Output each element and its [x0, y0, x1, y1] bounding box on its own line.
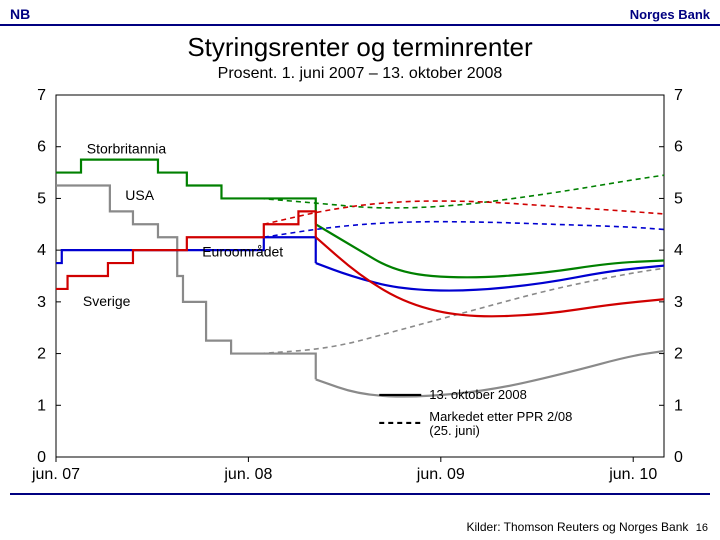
chart-svg: 0 0 1 1 2 2 3 3 4 4 5 5 6 6 7 7 jun. 07 jun. 08 jun. 09 jun… [20, 89, 700, 489]
svg-text:jun. 10: jun. 10 [608, 466, 657, 483]
svg-text:6: 6 [37, 139, 46, 156]
header: NB Norges Bank [0, 0, 720, 26]
svg-text:3: 3 [37, 294, 46, 311]
svg-text:6: 6 [674, 139, 683, 156]
svg-text:jun. 09: jun. 09 [416, 466, 465, 483]
svg-text:7: 7 [674, 89, 683, 104]
chart-title: Styringsrenter og terminrenter [0, 32, 720, 63]
svg-text:Euroområdet: Euroområdet [202, 244, 283, 260]
svg-text:7: 7 [37, 89, 46, 104]
svg-text:jun. 07: jun. 07 [31, 466, 80, 483]
source-text: Kilder: Thomson Reuters og Norges Bank [467, 520, 689, 534]
svg-text:jun. 08: jun. 08 [223, 466, 272, 483]
svg-text:1: 1 [674, 397, 683, 414]
svg-text:13. oktober 2008: 13. oktober 2008 [429, 387, 527, 402]
svg-text:Storbritannia: Storbritannia [87, 140, 167, 156]
svg-text:USA: USA [125, 187, 154, 203]
svg-text:2: 2 [674, 346, 683, 363]
svg-text:4: 4 [37, 242, 46, 259]
svg-text:2: 2 [37, 346, 46, 363]
svg-text:Sverige: Sverige [83, 293, 131, 309]
svg-text:Markedet etter PPR 2/08: Markedet etter PPR 2/08 [429, 409, 572, 424]
svg-text:3: 3 [674, 294, 683, 311]
bank-name: Norges Bank [630, 7, 710, 22]
footer-divider [10, 493, 710, 495]
svg-text:5: 5 [674, 190, 683, 207]
svg-text:5: 5 [37, 190, 46, 207]
svg-text:0: 0 [674, 449, 683, 466]
svg-text:4: 4 [674, 242, 683, 259]
nb-logo: NB [10, 6, 30, 22]
title-block: Styringsrenter og terminrenter Prosent. … [0, 32, 720, 83]
svg-text:(25. juni): (25. juni) [429, 423, 480, 438]
svg-text:0: 0 [37, 449, 46, 466]
svg-text:1: 1 [37, 397, 46, 414]
footer: Kilder: Thomson Reuters og Norges Bank 1… [467, 520, 708, 534]
page-number: 16 [696, 522, 708, 534]
chart-subtitle: Prosent. 1. juni 2007 – 13. oktober 2008 [0, 65, 720, 83]
chart-area: 0 0 1 1 2 2 3 3 4 4 5 5 6 6 7 7 jun. 07 jun. 08 jun. 09 jun… [20, 89, 700, 489]
